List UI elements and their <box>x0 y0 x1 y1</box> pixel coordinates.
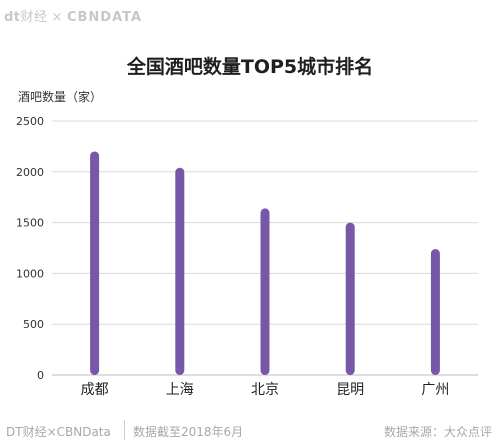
y-axis-label: 酒吧数量（家） <box>18 89 102 104</box>
brand-dt: dt <box>4 10 21 25</box>
brand-cbndata: CBNDATA <box>66 10 143 25</box>
brand-separator: × <box>51 10 63 25</box>
y-tick-label: 1000 <box>16 267 44 280</box>
brand-cn: 财经 <box>20 10 48 25</box>
x-tick-labels: 成都 上海 北京 昆明 广州 <box>81 382 450 398</box>
chart-title: 全国酒吧数量TOP5城市排名 <box>126 56 374 78</box>
footer-divider <box>124 420 125 440</box>
y-tick-label: 2500 <box>16 115 44 128</box>
y-tick-labels: 0 500 1000 1500 2000 2500 <box>16 115 44 382</box>
footer-data-source: 数据来源：大众点评 <box>383 425 492 439</box>
bar-2 <box>175 167 185 375</box>
x-tick-label: 上海 <box>166 382 194 398</box>
bar-4 <box>345 222 355 375</box>
y-tick-label: 0 <box>37 369 44 382</box>
x-tick-label: 昆明 <box>336 382 364 398</box>
x-tick-label: 北京 <box>251 382 279 398</box>
bar-1 <box>90 151 100 375</box>
footer-source-brand: DT财经×CBNData <box>6 425 111 439</box>
y-tick-label: 500 <box>23 318 44 331</box>
x-tick-label: 成都 <box>81 382 109 398</box>
footer: DT财经×CBNData 数据截至2018年6月 数据来源：大众点评 <box>0 416 500 444</box>
bars <box>90 151 440 375</box>
footer-date-note: 数据截至2018年6月 <box>133 425 244 439</box>
y-tick-label: 1500 <box>16 217 44 230</box>
y-tick-label: 2000 <box>16 166 44 179</box>
brand-logo: dt财经 × CBNDATA <box>4 6 142 25</box>
bar-3 <box>260 208 270 375</box>
x-tick-label: 广州 <box>421 382 449 398</box>
bar-5 <box>430 249 440 375</box>
